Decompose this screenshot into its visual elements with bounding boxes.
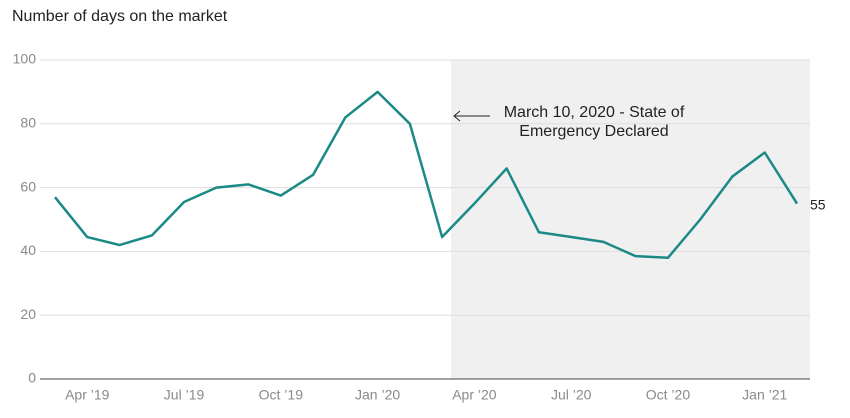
x-tick-label: Jan ’20 [355, 387, 400, 403]
y-tick-label: 80 [20, 115, 36, 131]
y-tick-label: 60 [20, 178, 36, 194]
x-tick-label: Oct ’19 [259, 387, 304, 403]
x-tick-label: Jul ’19 [164, 387, 205, 403]
y-tick-label: 100 [13, 51, 37, 67]
x-tick-label: Jan ’21 [742, 387, 787, 403]
x-tick-label: Apr ’20 [452, 387, 497, 403]
x-tick-label: Oct ’20 [646, 387, 691, 403]
y-tick-label: 20 [20, 306, 36, 322]
y-tick-label: 40 [20, 242, 36, 258]
chart-title: Number of days on the market [12, 8, 228, 25]
series-line [54, 90, 799, 260]
x-tick-label: Jul ’20 [551, 387, 592, 403]
x-tick-label: Apr ’19 [65, 387, 110, 403]
shaded-period [451, 60, 810, 379]
y-tick-label: 0 [28, 370, 36, 386]
end-value-label: 55 [810, 196, 826, 212]
annotation-text: March 10, 2020 - State of [504, 104, 685, 121]
annotation-text: Emergency Declared [519, 123, 668, 140]
annotation-arrowhead [453, 110, 461, 122]
